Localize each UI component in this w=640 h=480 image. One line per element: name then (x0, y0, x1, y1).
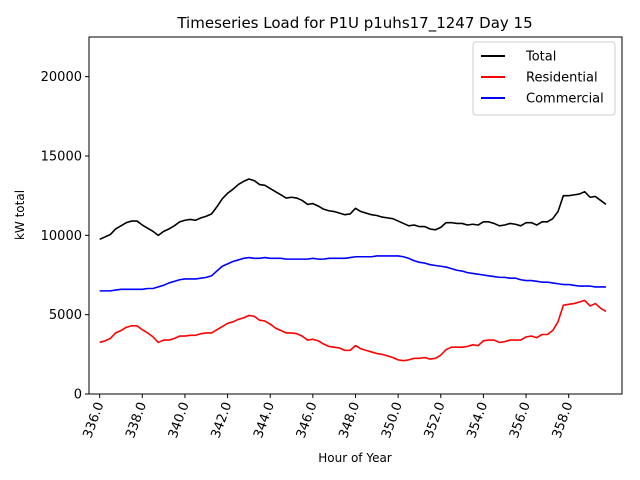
y-tick-label: 15000 (41, 150, 82, 165)
legend-label-residential: Residential (526, 71, 598, 86)
y-tick-label: 20000 (41, 70, 82, 85)
legend: Total Residential Commercial (472, 41, 616, 116)
y-axis: 0 5000 10000 15000 20000 (41, 70, 89, 403)
series-line-total (99, 178, 607, 241)
y-tick-label: 10000 (41, 229, 82, 244)
y-axis-label: kW total (13, 190, 27, 240)
y-tick-label: 0 (74, 388, 82, 403)
legend-label-total: Total (525, 50, 556, 65)
legend-label-commercial: Commercial (526, 92, 604, 107)
chart-title: Timeseries Load for P1U p1uhs17_1247 Day… (176, 14, 532, 33)
series-line-commercial (99, 255, 607, 292)
y-tick-label: 5000 (49, 308, 82, 323)
series-layer (99, 178, 607, 362)
series-line-residential (99, 299, 607, 362)
legend-box (472, 41, 616, 116)
x-axis-label: Hour of Year (318, 451, 392, 465)
